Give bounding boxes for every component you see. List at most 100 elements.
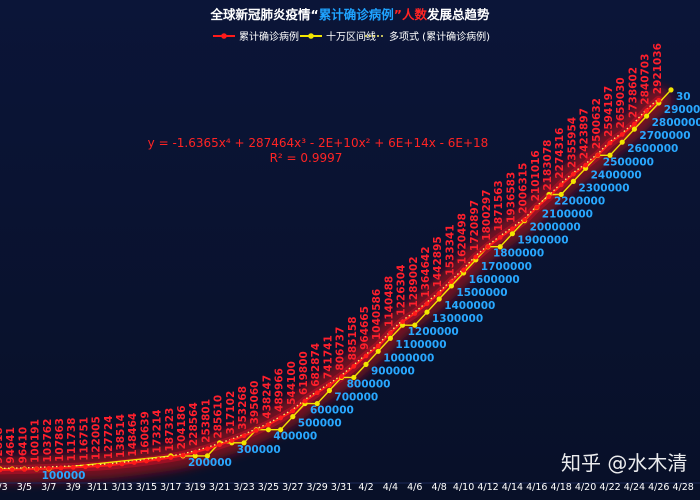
confirmed-label-21: 395060	[249, 381, 261, 425]
confirmed-point-43	[522, 217, 527, 223]
interval-point-24	[400, 322, 406, 328]
interval-label-45: 2900000	[664, 104, 700, 116]
confirmed-point-53	[644, 108, 649, 114]
interval-point-43	[631, 126, 638, 132]
confirmed-point-18	[217, 442, 223, 448]
plot-area: 92818 94641 96410 100191 103762 107863 111738 1…	[0, 43, 700, 493]
confirmed-label-53: 2840703	[640, 54, 652, 105]
confirmed-label-32: 1140488	[383, 276, 395, 327]
interval-point-17	[314, 400, 320, 407]
confirmed-point-6	[70, 464, 76, 470]
chart-title-suffix: 发展总趋势	[426, 7, 490, 22]
interval-label-40: 2500000	[603, 156, 654, 168]
confirmed-point-42	[510, 226, 515, 232]
confirmed-label-8: 122005	[91, 416, 103, 460]
confirmed-label-30: 964665	[359, 306, 371, 350]
interval-label-18: 700000	[334, 392, 378, 404]
confirmed-label-17: 253801	[200, 399, 212, 443]
interval-point-44	[644, 113, 650, 119]
confirmed-label-10: 138514	[115, 414, 127, 458]
interval-label-16: 600000	[310, 405, 354, 417]
confirmed-label-47: 2355954	[566, 117, 578, 168]
confirmed-point-46	[558, 182, 564, 188]
confirmed-label-44: 2101016	[530, 150, 542, 201]
confirmed-point-25	[302, 398, 308, 404]
x-tick-label-2: 3/7	[41, 482, 56, 493]
interval-label-31: 1800000	[493, 248, 544, 260]
legend-item-interval[interactable]: 十万区间线	[300, 30, 376, 43]
confirmed-point-0	[0, 467, 3, 473]
interval-label-6: 200000	[188, 457, 232, 469]
confirmed-label-41: 1871563	[493, 180, 505, 231]
x-tick-label-14: 3/31	[331, 482, 352, 493]
confirmed-label-9: 127724	[103, 415, 115, 459]
confirmed-label-31: 1040586	[371, 289, 383, 340]
confirmed-point-52	[632, 121, 637, 127]
x-tick-label-22: 4/16	[526, 482, 547, 493]
confirmed-point-44	[534, 204, 540, 210]
confirmed-label-37: 1533341	[444, 224, 456, 275]
confirmed-label-28: 806737	[335, 327, 347, 371]
confirmed-label-52: 2738602	[627, 67, 639, 118]
confirmed-label-54: 2921036	[652, 43, 664, 94]
confirmed-point-9	[107, 462, 113, 468]
legend-marker-confirmed	[221, 33, 227, 39]
interval-label-21: 900000	[371, 365, 415, 377]
confirmed-point-22	[266, 422, 271, 428]
x-tick-label-1: 3/5	[17, 482, 32, 493]
x-tick-label-15: 4/2	[358, 482, 373, 493]
x-tick-label-27: 4/26	[648, 482, 669, 493]
interval-label-13: 400000	[273, 431, 317, 443]
interval-label-30: 1700000	[481, 261, 532, 273]
confirmed-point-39	[473, 254, 479, 260]
interval-point-37	[558, 191, 564, 198]
confirmed-label-0: 92818	[0, 427, 5, 464]
legend: 累计确诊病例 十万区间线 多项式 (累计确诊病例)	[213, 30, 490, 43]
legend-item-confirmed[interactable]: 累计确诊病例	[213, 30, 299, 43]
interval-point-20	[351, 374, 357, 381]
confirmed-label-20: 353268	[237, 386, 249, 430]
confirmed-label-12: 160639	[139, 411, 151, 455]
confirmed-point-32	[388, 330, 393, 336]
confirmed-label-51: 2659030	[615, 77, 627, 128]
confirmed-label-43: 2006315	[518, 163, 530, 214]
confirmed-label-34: 1289002	[408, 256, 420, 307]
confirmed-label-24: 544100	[286, 361, 298, 405]
interval-label-43: 2700000	[639, 130, 690, 142]
legend-marker-interval	[308, 33, 314, 39]
interval-label-24: 1200000	[408, 326, 459, 338]
interval-point-27	[436, 296, 442, 302]
confirmed-label-14: 187323	[164, 408, 176, 452]
interval-point-23	[387, 335, 393, 341]
confirmed-label-5: 107863	[54, 418, 66, 462]
confirmed-point-2	[22, 466, 27, 472]
x-tick-label-16: 4/4	[383, 482, 398, 493]
legend-label-interval: 十万区间线	[326, 30, 376, 43]
legend-item-trend[interactable]: 多项式 (累计确诊病例)	[365, 30, 490, 43]
confirmed-point-17	[205, 446, 210, 452]
confirmed-label-16: 228564	[188, 402, 200, 446]
interval-label-29: 1600000	[469, 274, 520, 286]
confirmed-label-33: 1226304	[396, 265, 408, 316]
x-tick-label-7: 3/17	[160, 482, 181, 493]
confirmed-point-23	[278, 415, 283, 421]
interval-label-27: 1400000	[444, 300, 495, 312]
x-tick-label-13: 3/29	[307, 482, 328, 493]
interval-point-46	[668, 87, 674, 93]
x-tick-label-3: 3/9	[66, 482, 81, 493]
watermark: 知乎 @水木清	[561, 451, 687, 475]
confirmed-label-19: 317102	[225, 391, 237, 435]
x-tick-label-25: 4/22	[599, 482, 620, 493]
confirmed-label-18: 285610	[213, 395, 225, 439]
interval-point-18	[326, 387, 332, 394]
interval-label-39: 2400000	[591, 169, 642, 181]
interval-label-26: 1300000	[432, 313, 483, 325]
chart-title-highlight: 累计确诊病例	[319, 7, 394, 22]
interval-point-15	[290, 414, 296, 420]
chart-title-prefix: 全球新冠肺炎疫情“	[210, 7, 319, 22]
confirmed-point-27	[327, 382, 332, 388]
confirmed-label-6: 111738	[66, 418, 78, 462]
confirmed-label-40: 1800297	[481, 190, 493, 241]
x-tick-label-10: 3/23	[233, 482, 254, 493]
